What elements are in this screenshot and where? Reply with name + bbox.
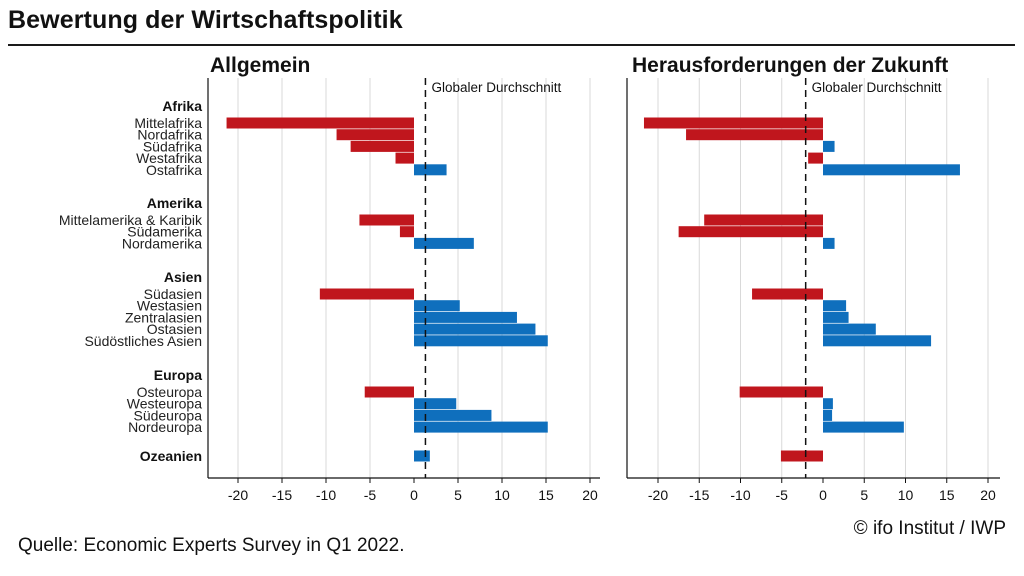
chart-panel-herausforderungen: Herausforderungen der Zukunft -20 -15 -10 -5… [626,54,1000,503]
x-tick-label: 15 [939,487,955,503]
bar-südasien [752,288,823,300]
category-label-westafrika: Westafrika [136,150,202,166]
bar-westafrika [808,152,823,164]
bar-südöstliches-asien [823,335,932,347]
group-label-afrika: Afrika [162,98,202,114]
x-tick-label: 20 [980,487,996,503]
category-label-südeuropa: Südeuropa [133,407,202,423]
group-label-amerika: Amerika [147,195,202,211]
bar-ostasien [823,323,876,335]
bar-mittelamerika-karibik [704,214,823,226]
bar-zentralasien [414,311,517,323]
category-label-ostasien: Ostasien [147,321,202,337]
panel-title: Allgemein [210,54,310,77]
bar-westafrika [395,152,414,164]
bar-nordafrika [686,129,823,141]
bar-südöstliches-asien [414,335,548,347]
group-label-asien: Asien [164,269,202,285]
chart-panel-allgemein: Allgemein -20 -15 -10 -5 0 5 10 15 20 Globaler Dur… [207,54,600,503]
x-tick-label: -15 [689,487,709,503]
category-labels: AfrikaMittelafrikaNordafrikaSüdafrikaWes… [59,98,203,464]
x-tick-label: -20 [228,487,248,503]
category-label-südamerika: Südamerika [127,224,202,240]
category-label-südafrika: Südafrika [143,138,202,154]
bar-südasien [319,288,414,300]
x-tick-label: 15 [538,487,554,503]
x-tick-label: 0 [410,487,418,503]
x-tick-label: -15 [272,487,292,503]
page-title: Bewertung der Wirtschaftspolitik [8,6,403,34]
category-label-westeuropa: Westeuropa [127,396,202,412]
x-tick-label: 5 [454,487,462,503]
bar-südeuropa [823,409,833,421]
bar-ostafrika [414,164,447,176]
bar-ostasien [414,323,536,335]
group-label-europa: Europa [154,367,202,383]
x-tick-label: 20 [582,487,598,503]
bar-nordeuropa [823,421,904,433]
category-label-osteuropa: Osteuropa [137,384,203,400]
copyright-note: © ifo Institut / IWP [853,518,1006,539]
category-label-südasien: Südasien [144,286,202,302]
title-rule [8,44,1015,46]
bar-westeuropa [823,398,833,410]
bar-südamerika [399,226,414,238]
x-tick-label: -10 [730,487,750,503]
source-note: Quelle: Economic Experts Survey in Q1 20… [18,535,405,556]
bar-ostafrika [823,164,960,176]
x-tick-label: -10 [316,487,336,503]
panel-title: Herausforderungen der Zukunft [632,54,948,77]
bar-nordafrika [336,129,414,141]
category-label-südöstliches-asien: Südöstliches Asien [84,333,202,349]
bar-ozeanien [414,450,430,462]
bar-nordamerika [414,237,474,249]
category-label-westasien: Westasien [137,298,202,314]
bar-südafrika [350,140,414,152]
category-label-mittelafrika: Mittelafrika [134,115,202,131]
x-tick-label: -5 [776,487,789,503]
category-label-mittelamerika-karibik: Mittelamerika & Karibik [59,212,203,228]
bar-westasien [414,300,460,312]
bar-osteuropa [739,386,823,398]
bar-westeuropa [414,398,457,410]
reference-line-label: Globaler Durchschnitt [431,80,561,95]
bar-mittelafrika [643,117,823,129]
bar-westasien [823,300,847,312]
bar-südafrika [823,140,835,152]
bar-ozeanien [780,450,823,462]
category-label-zentralasien: Zentralasien [125,309,202,325]
category-label-nordafrika: Nordafrika [137,127,202,143]
category-label-nordamerika: Nordamerika [122,235,202,251]
x-tick-label: 10 [898,487,914,503]
x-tick-label: 0 [819,487,827,503]
bar-zentralasien [823,311,849,323]
category-label-ostafrika: Ostafrika [146,162,202,178]
bar-südamerika [678,226,823,238]
bar-nordeuropa [414,421,548,433]
reference-line-label: Globaler Durchschnitt [812,80,942,95]
x-tick-label: 10 [494,487,510,503]
group-label-ozeanien: Ozeanien [140,448,202,464]
x-tick-label: -5 [364,487,377,503]
bar-südeuropa [414,409,492,421]
bar-mittelafrika [226,117,414,129]
bar-mittelamerika-karibik [359,214,414,226]
bar-nordamerika [823,237,835,249]
category-label-nordeuropa: Nordeuropa [128,419,202,435]
bar-osteuropa [364,386,414,398]
x-tick-label: 5 [860,487,868,503]
x-tick-label: -20 [648,487,668,503]
